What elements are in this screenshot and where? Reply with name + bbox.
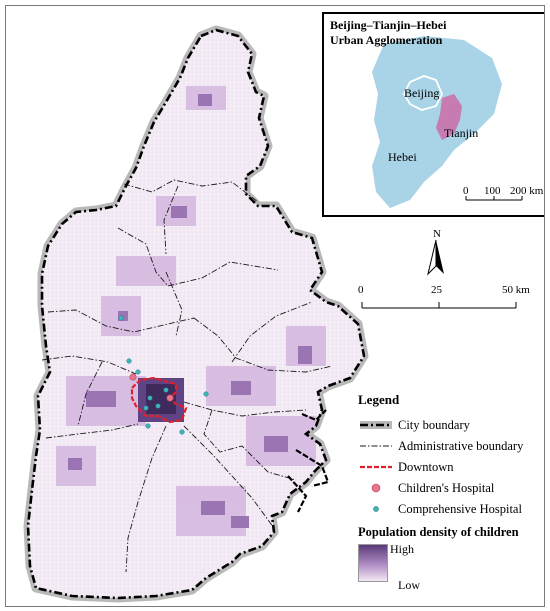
density-layer xyxy=(56,86,326,536)
inset-scale-label-0: 0 xyxy=(463,185,469,197)
inset-title: Beijing–Tianjin–Hebei Urban Agglomeratio… xyxy=(330,18,446,48)
scale-bar xyxy=(361,302,517,309)
density-legend-title: Population density of children xyxy=(358,525,519,539)
main-map xyxy=(6,6,544,606)
administrative-boundary-symbol-icon xyxy=(360,445,392,447)
legend-label: Downtown xyxy=(398,460,454,474)
map-frame: Beijing–Tianjin–Hebei Urban Agglomeratio… xyxy=(5,5,545,607)
inset-map: Beijing–Tianjin–Hebei Urban Agglomeratio… xyxy=(322,12,544,217)
legend-label: Comprehensive Hospital xyxy=(398,502,522,516)
inset-title-line2: Urban Agglomeration xyxy=(330,33,443,47)
legend-label: Children's Hospital xyxy=(398,481,495,495)
childrens-hospital-symbol-icon xyxy=(371,483,381,493)
hebei-region xyxy=(372,36,502,208)
legend-label: City boundary xyxy=(398,418,470,432)
inset-label-tianjin: Tianjin xyxy=(444,126,479,140)
scale-label-50: 50 km xyxy=(502,284,530,296)
tianjin-region xyxy=(436,94,462,140)
inset-scale-label-200: 200 km xyxy=(510,185,544,197)
density-high-label: High xyxy=(390,542,414,556)
density-color-ramp xyxy=(358,544,388,582)
downtown-symbol-icon xyxy=(360,465,392,469)
legend-item-administrative-boundary: Administrative boundary xyxy=(358,439,544,460)
north-label: N xyxy=(433,228,441,240)
inset-title-line1: Beijing–Tianjin–Hebei xyxy=(330,18,447,32)
downtown-boundary xyxy=(130,376,188,424)
inset-label-beijing: Beijing xyxy=(404,86,440,100)
scale-label-0: 0 xyxy=(358,284,364,296)
legend: Legend City boundary Administrative boun… xyxy=(358,392,544,592)
legend-title: Legend xyxy=(358,392,400,407)
city-boundary-symbol-icon xyxy=(360,421,392,429)
comprehensive-hospital-symbol-icon xyxy=(373,506,379,512)
density-low-label: Low xyxy=(398,578,420,592)
scale-label-25: 25 xyxy=(431,284,442,296)
beijing-region xyxy=(402,75,443,111)
administrative-boundaries xyxy=(41,179,333,573)
inset-scale-bar xyxy=(465,196,523,201)
inset-label-hebei: Hebei xyxy=(388,150,417,164)
legend-item-city-boundary: City boundary xyxy=(358,418,544,439)
legend-item-downtown: Downtown xyxy=(358,460,544,481)
legend-item-childrens-hospital: Children's Hospital xyxy=(358,481,544,502)
legend-item-comprehensive-hospital: Comprehensive Hospital xyxy=(358,502,544,523)
childrens-hospitals xyxy=(129,373,174,402)
legend-label: Administrative boundary xyxy=(398,439,524,453)
north-arrow-icon xyxy=(427,239,444,276)
inset-scale-label-100: 100 xyxy=(484,185,501,197)
comprehensive-hospitals xyxy=(118,315,209,435)
